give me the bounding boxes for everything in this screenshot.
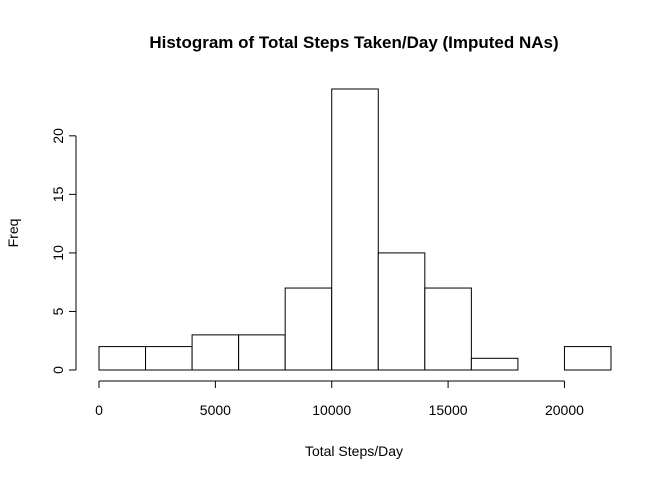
y-tick-label: 15 [50,186,66,202]
histogram-bar-5 [284,287,333,371]
histogram-bar-4 [238,334,286,371]
chart-title: Histogram of Total Steps Taken/Day (Impu… [149,33,558,52]
histogram-bar-8 [424,287,472,371]
y-tick-label: 20 [50,128,66,144]
y-tick-label: 10 [50,245,66,261]
histogram-bar-11 [563,346,612,371]
y-tick-label: 0 [50,366,66,374]
x-tick-label: 15000 [429,402,468,418]
x-tick-label: 10000 [312,402,351,418]
bars-group [98,88,612,371]
x-axis-label: Total Steps/Day [305,443,403,459]
histogram-bar-6 [331,88,379,371]
histogram-bar-9 [470,357,519,371]
histogram-bar-2 [145,346,193,371]
y-axis-label: Freq [5,219,21,248]
histogram-bar-3 [191,334,240,371]
y-axis: 0 5 10 15 20 [50,128,77,374]
histogram-bar-7 [377,252,426,371]
y-tick-label: 5 [50,307,66,315]
x-tick-label: 5000 [200,402,231,418]
x-tick-label: 20000 [545,402,584,418]
histogram-bar-1 [98,346,147,371]
x-tick-label: 0 [95,402,103,418]
x-axis: 0 5000 10000 15000 20000 [95,380,584,418]
